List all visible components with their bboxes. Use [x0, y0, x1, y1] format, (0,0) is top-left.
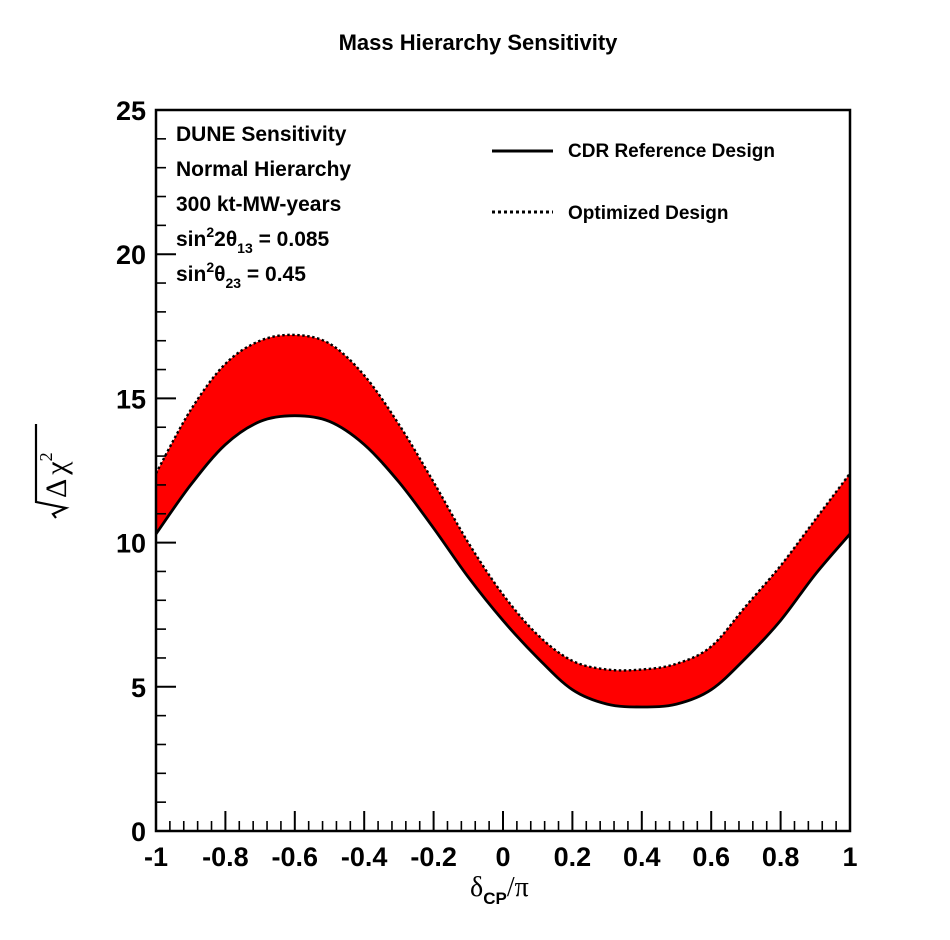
- y-label-text: Δχ2: [36, 452, 73, 498]
- x-tick-label: -0.2: [410, 842, 457, 872]
- y-label-sup: 2: [36, 452, 56, 461]
- theta13-value: = 0.085: [253, 228, 330, 251]
- x-tick-label: -0.4: [341, 842, 388, 872]
- x-tick-label: -0.6: [272, 842, 319, 872]
- y-tick-label: 0: [131, 817, 146, 847]
- x-label-delta: δ: [470, 872, 483, 903]
- annotation-theta13: sin22θ13 = 0.085: [176, 224, 330, 256]
- x-tick-label: 1: [842, 842, 857, 872]
- x-tick-label: -0.8: [202, 842, 249, 872]
- y-label-delta: Δ: [40, 479, 73, 498]
- axis-layer: -1 -0.8 -0.6 -0.4 -0.2 0 0.2 0.4 0.6 0.8 105101520…: [116, 96, 858, 872]
- theta13-base: sin: [176, 228, 206, 251]
- theta13-sub: 13: [237, 240, 253, 256]
- y-tick-label: 25: [116, 96, 146, 126]
- y-label-radical: [34, 424, 70, 519]
- annotation-experiment: DUNE Sensitivity: [176, 123, 347, 146]
- x-tick-label: 0.6: [692, 842, 730, 872]
- sensitivity-band: [156, 334, 850, 707]
- x-tick-label: 0.4: [623, 842, 661, 872]
- legend-label-optimized: Optimized Design: [568, 203, 728, 224]
- x-tick-label: 0.8: [762, 842, 800, 872]
- annotation-exposure: 300 kt-MW-years: [176, 193, 341, 216]
- x-tick-label: -1: [144, 842, 168, 872]
- x-tick-label: 0: [495, 842, 510, 872]
- theta23-mid: θ: [214, 263, 225, 286]
- theta13-mid: 2θ: [214, 228, 237, 251]
- y-tick-label: 5: [131, 673, 146, 703]
- x-label-sub: CP: [483, 889, 507, 908]
- y-tick-label: 10: [116, 529, 146, 559]
- theta13-sup: 2: [206, 224, 214, 240]
- legend: CDR Reference Design Optimized Design: [492, 141, 775, 224]
- plot-frame: [154, 108, 852, 833]
- theta23-base: sin: [176, 263, 206, 286]
- x-label-rest: /π: [507, 872, 529, 903]
- y-tick-label: 20: [116, 240, 146, 270]
- plot-layer: [154, 333, 852, 709]
- x-tick-label: 0.2: [554, 842, 592, 872]
- theta23-sub: 23: [226, 275, 242, 291]
- chart-title: Mass Hierarchy Sensitivity: [339, 30, 619, 55]
- x-axis-label: δCP/π: [470, 872, 529, 908]
- annotation-block: DUNE Sensitivity Normal Hierarchy 300 kt…: [176, 123, 351, 291]
- y-tick-label: 15: [116, 384, 146, 414]
- series-line-cdr: [154, 414, 852, 709]
- theta23-value: = 0.45: [241, 263, 306, 286]
- legend-label-cdr: CDR Reference Design: [568, 141, 775, 162]
- annotation-theta23: sin2θ23 = 0.45: [176, 259, 306, 291]
- series-line-optimized: [154, 333, 851, 672]
- y-label-chi: χ: [40, 461, 73, 476]
- theta23-sup: 2: [206, 259, 214, 275]
- y-axis-label: Δχ2: [34, 424, 73, 519]
- annotation-hierarchy: Normal Hierarchy: [176, 158, 351, 181]
